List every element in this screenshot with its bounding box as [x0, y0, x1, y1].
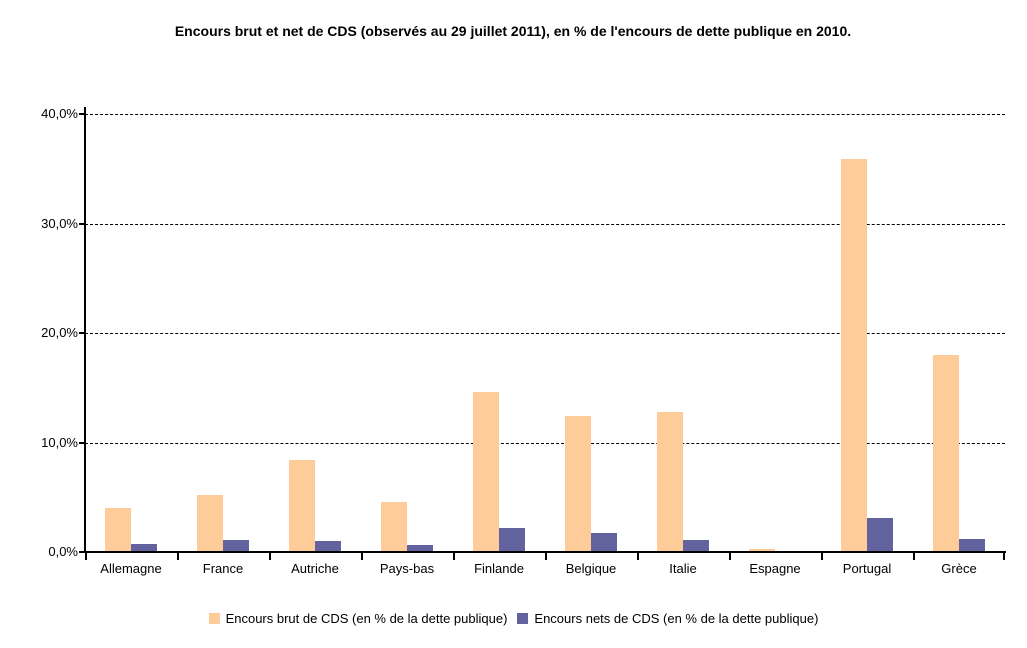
y-axis-label-10: 10,0%: [41, 434, 78, 450]
y-axis-line: [84, 107, 86, 553]
x-axis-label-france: France: [202, 561, 244, 576]
legend-label-net: Encours nets de CDS (en % de la dette pu…: [534, 611, 819, 626]
x-axis-label-italie: Italie: [669, 561, 697, 576]
bar-brut-espagne: [749, 549, 775, 552]
bar-brut-portugal: [841, 159, 867, 552]
x-axis-tick-1: [177, 553, 179, 560]
gridline-40: [85, 114, 1005, 115]
bar-net-autriche: [315, 541, 341, 552]
x-axis-tick-6: [637, 553, 639, 560]
legend-label-brut: Encours brut de CDS (en % de la dette pu…: [225, 611, 508, 626]
x-axis-label-autriche: Autriche: [291, 561, 339, 576]
y-axis-tick-0: [79, 551, 85, 553]
legend: Encours brut de CDS (en % de la dette pu…: [0, 611, 1027, 626]
bar-net-finlande: [499, 528, 525, 552]
x-axis-labels: Allemagne France Autriche Pays-bas Finlande B…: [85, 561, 1005, 576]
x-axis-tick-2: [269, 553, 271, 560]
y-axis-tick-40: [79, 113, 85, 115]
x-axis-tick-10: [1003, 553, 1005, 560]
legend-swatch-net-icon: [517, 613, 529, 624]
x-axis-tick-0: [85, 553, 87, 560]
y-axis-tick-30: [79, 222, 85, 225]
bar-brut-autriche: [289, 460, 315, 552]
bar-net-belgique: [591, 533, 617, 552]
x-axis-tick-5: [545, 553, 547, 560]
bar-net-allemagne: [131, 544, 157, 552]
bar-brut-finlande: [473, 392, 499, 552]
x-axis-label-espagne: Espagne: [749, 561, 801, 576]
bar-net-pays-bas: [407, 545, 433, 552]
x-axis-label-belgique: Belgique: [565, 561, 617, 576]
bar-net-france: [223, 540, 249, 552]
plot-area: [85, 114, 1005, 552]
x-axis-tick-9: [913, 553, 915, 560]
x-axis-label-finlande: Finlande: [474, 561, 524, 576]
y-axis-label-0: 0,0%: [48, 544, 78, 559]
x-axis-label-grèce: Grèce: [941, 561, 977, 576]
x-axis-tick-3: [361, 553, 363, 560]
x-axis-tick-4: [453, 553, 455, 560]
gridline-10: [85, 442, 1005, 444]
x-axis-label-allemagne: Allemagne: [100, 561, 162, 576]
bar-brut-belgique: [565, 416, 591, 552]
y-axis-label-30: 30,0%: [41, 215, 78, 231]
bar-brut-grèce: [933, 355, 959, 552]
bar-brut-france: [197, 495, 223, 552]
gridline-30: [85, 223, 1005, 225]
bar-net-portugal: [867, 518, 893, 552]
x-axis-label-portugal: Portugal: [842, 561, 892, 576]
bar-net-italie: [683, 540, 709, 552]
bar-brut-italie: [657, 412, 683, 552]
legend-item-brut: Encours brut de CDS (en % de la dette pu…: [208, 611, 508, 626]
y-axis-tick-10: [79, 441, 85, 444]
chart-title: Encours brut et net de CDS (observés au …: [174, 23, 852, 39]
legend-swatch-brut-icon: [208, 613, 220, 624]
bar-brut-pays-bas: [381, 502, 407, 552]
x-axis-tick-7: [729, 553, 731, 560]
y-axis-label-20: 20,0%: [41, 325, 78, 340]
legend-item-net: Encours nets de CDS (en % de la dette pu…: [517, 611, 818, 626]
bar-brut-allemagne: [105, 508, 131, 552]
x-axis-tick-8: [821, 553, 823, 560]
x-axis-label-pays-bas: Pays-bas: [379, 561, 435, 576]
bar-net-grèce: [959, 539, 985, 552]
y-axis-tick-20: [79, 332, 85, 334]
x-axis-line: [80, 551, 1006, 553]
gridline-20: [85, 333, 1005, 334]
y-axis-label-40: 40,0%: [41, 106, 78, 121]
